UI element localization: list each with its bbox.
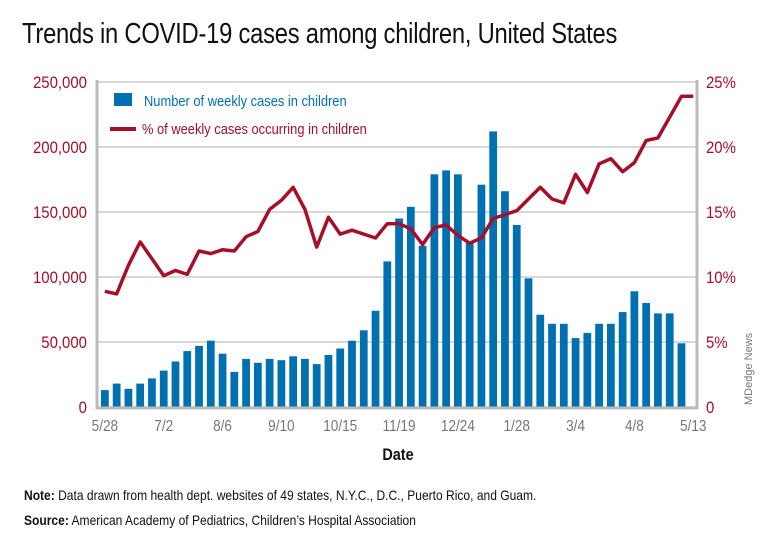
y-axis-left-labels: 0 50,000 100,000 150,000 200,000 250,000 bbox=[33, 74, 87, 417]
bar bbox=[324, 355, 333, 407]
bar bbox=[665, 313, 674, 407]
x-tick-label: 10/15 bbox=[323, 418, 357, 435]
bar bbox=[230, 371, 239, 407]
bar bbox=[148, 378, 156, 407]
y-tick-label-right: 0 bbox=[706, 399, 714, 417]
y-tick-label-left: 0 bbox=[79, 399, 87, 417]
bar bbox=[630, 291, 639, 407]
legend-bar-swatch bbox=[114, 93, 132, 106]
bar bbox=[606, 323, 615, 407]
bar bbox=[171, 361, 180, 407]
bar bbox=[112, 383, 121, 407]
line-path bbox=[104, 94, 694, 296]
bar bbox=[395, 218, 403, 407]
y-axis-right-labels: 0 5% 10% 15% 20% 25% bbox=[706, 74, 736, 417]
bar bbox=[430, 174, 439, 407]
x-tick-label: 7/2 bbox=[154, 418, 173, 435]
bar bbox=[101, 390, 109, 407]
note-label: Note: bbox=[24, 487, 55, 503]
bar bbox=[465, 243, 474, 407]
x-axis-labels: 5/28 7/2 8/6 9/10 10/15 11/19 12/24 1/28 3/4 4/8 5… bbox=[92, 418, 707, 435]
source-label: Source: bbox=[24, 512, 69, 528]
bar bbox=[536, 314, 545, 407]
y-tick-label-left: 100,000 bbox=[33, 269, 87, 287]
bar bbox=[124, 388, 133, 407]
y-tick-label-right: 20% bbox=[706, 139, 736, 157]
x-tick-label: 11/19 bbox=[383, 418, 416, 435]
bar bbox=[524, 278, 533, 407]
bar bbox=[442, 170, 451, 407]
line-series bbox=[104, 94, 694, 296]
footnote: Note: Data drawn from health dept. websi… bbox=[24, 487, 536, 503]
bar bbox=[489, 131, 498, 407]
x-tick-label: 9/10 bbox=[268, 418, 294, 435]
bar bbox=[195, 345, 203, 407]
x-tick-label: 3/4 bbox=[566, 418, 585, 435]
bar bbox=[289, 356, 298, 407]
bar bbox=[477, 184, 486, 407]
bar bbox=[595, 323, 603, 407]
bar bbox=[253, 362, 262, 407]
bar bbox=[583, 332, 592, 407]
y-tick-label-right: 25% bbox=[706, 74, 736, 92]
y-tick-label-right: 15% bbox=[706, 204, 736, 222]
axes bbox=[95, 80, 699, 410]
legend-line-label: % of weekly cases occurring in children bbox=[142, 120, 367, 137]
bar bbox=[359, 330, 368, 407]
bar bbox=[265, 358, 274, 407]
y-tick-label-left: 200,000 bbox=[33, 139, 87, 157]
note-text: Data drawn from health dept. websites of… bbox=[54, 487, 537, 503]
bar-series bbox=[101, 131, 686, 407]
bar bbox=[159, 370, 168, 407]
legend-bar-label: Number of weekly cases in children bbox=[144, 92, 347, 109]
credit-text: MDedge News bbox=[743, 332, 755, 405]
x-tick-label: 1/28 bbox=[504, 418, 530, 435]
legend: Number of weekly cases in children % of … bbox=[110, 92, 367, 137]
bar bbox=[618, 312, 627, 407]
bar bbox=[559, 323, 568, 407]
bar bbox=[136, 383, 145, 407]
bar bbox=[206, 340, 215, 407]
bar bbox=[218, 353, 227, 407]
bar bbox=[348, 340, 356, 407]
bar bbox=[454, 174, 462, 407]
bar bbox=[642, 303, 651, 407]
bar bbox=[277, 360, 286, 407]
bar bbox=[183, 351, 192, 407]
bar bbox=[512, 225, 521, 407]
bar bbox=[383, 261, 392, 407]
bar bbox=[371, 310, 380, 407]
bar bbox=[242, 358, 250, 407]
x-tick-label: 12/24 bbox=[441, 418, 475, 435]
bar bbox=[677, 343, 686, 407]
bar bbox=[406, 206, 415, 407]
bar bbox=[336, 348, 345, 407]
bar bbox=[418, 245, 427, 407]
bar bbox=[548, 323, 556, 407]
bar bbox=[301, 358, 309, 407]
x-tick-label: 5/28 bbox=[92, 418, 118, 435]
y-tick-label-right: 5% bbox=[706, 334, 728, 352]
chart-title: Trends in COVID-19 cases among children,… bbox=[22, 18, 618, 50]
bar bbox=[312, 364, 321, 407]
x-tick-label: 8/6 bbox=[213, 418, 232, 435]
bar bbox=[501, 191, 509, 407]
source-text: American Academy of Pediatrics, Children… bbox=[68, 512, 416, 528]
y-tick-label-right: 10% bbox=[706, 269, 736, 287]
bar bbox=[654, 313, 662, 407]
y-tick-label-left: 50,000 bbox=[41, 334, 87, 352]
source: Source: American Academy of Pediatrics, … bbox=[24, 512, 416, 528]
x-tick-label: 5/13 bbox=[680, 418, 706, 435]
y-tick-label-left: 250,000 bbox=[33, 74, 87, 92]
y-tick-label-left: 150,000 bbox=[33, 204, 87, 222]
x-axis-title: Date bbox=[382, 446, 414, 464]
bar bbox=[571, 338, 580, 407]
x-tick-label: 4/8 bbox=[625, 418, 644, 435]
